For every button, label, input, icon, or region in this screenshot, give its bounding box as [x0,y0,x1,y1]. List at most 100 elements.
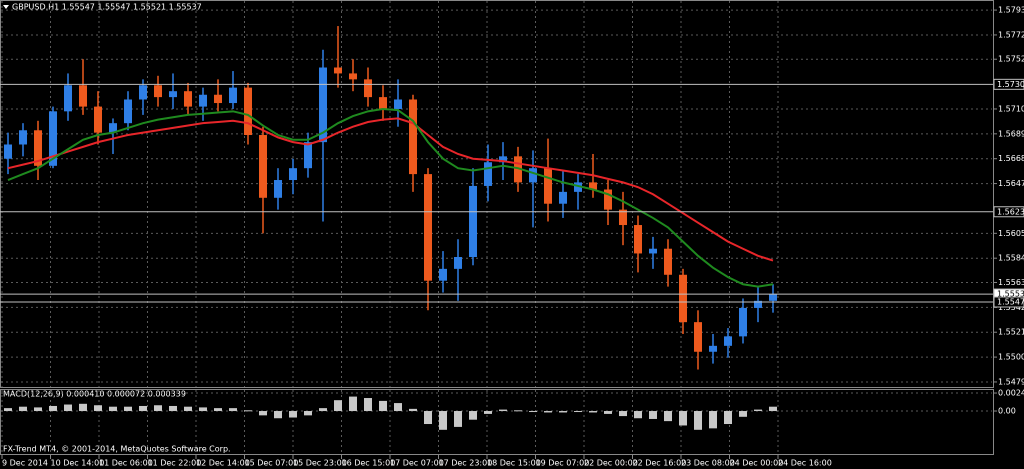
x-tick-label: 24 Dec 16:00 [778,459,832,468]
y-tick-label: 1.57100 [998,104,1024,113]
candle-body [664,248,672,275]
macd-bar [19,406,27,412]
candle-body [214,94,222,104]
price-level-label: 1.56232 [997,207,1024,216]
candle-body [229,87,237,104]
macd-panel-frame [0,389,994,455]
candle-body [274,180,282,198]
candle-body [34,130,42,166]
candle-body [679,274,687,323]
candle-body [454,257,462,269]
candle-body [754,300,762,308]
macd-bar [379,400,387,412]
candle-body [169,91,177,98]
macd-bar [754,409,762,412]
candle-body [559,191,567,204]
macd-label: MACD(12,26,9) 0.000410 0.000072 0.000339 [3,390,186,399]
moving-average [7,107,774,288]
price-level-label: 1.55470 [997,298,1024,307]
macd-bar [64,404,72,412]
y-tick-label: 1.57520 [998,55,1024,64]
candle-body [244,87,252,136]
x-tick-label: 11 Dec 22:00 [148,459,202,468]
footer: FX-Trend MT4, © 2001-2014, MetaQuotes So… [3,445,231,454]
macd-bar [469,411,477,420]
candle-body [304,142,312,169]
macd-bar [499,409,507,412]
y-tick-label: 1.56680 [998,154,1024,163]
menu-arrow [3,5,9,9]
x-tick-label: 17 Dec 23:00 [439,459,493,468]
price-level-box [993,78,1024,90]
macd-bar [739,411,747,417]
candle-body [394,99,402,109]
candle-body [634,225,642,254]
x-tick-label: 15 Dec 07:00 [245,459,299,468]
macd-bar [709,411,717,429]
macd-bar [94,405,102,412]
macd-bar [484,411,492,414]
candle-body [19,130,27,145]
macd-bar [544,411,552,413]
price-level-box [993,296,1024,308]
main-panel-frame [0,0,994,388]
candle-body [94,106,102,133]
candle-body [139,85,147,100]
macd-bar [79,403,87,412]
candle-body [514,156,522,183]
y-tick-label: 1.55840 [998,254,1024,263]
y-tick-label: 1.56890 [998,129,1024,138]
y-tick-label: 1.55215 [998,328,1024,337]
macd-bar [319,408,327,412]
x-tick-label: 19 Dec 07:00 [536,459,590,468]
macd-bar [439,411,447,430]
candle-body [544,168,552,204]
macd-bar [274,411,282,419]
candle-body [694,322,702,352]
candle-body [424,174,432,281]
macd-bar [154,405,162,412]
y-tick-label: 1.54795 [998,377,1024,386]
macd-bar [109,406,117,412]
y-tick-label: 1.55635 [998,278,1024,287]
macd-bar [634,411,642,419]
chart-title: GBPUSD,H1 1.55547 1.55547 1.55521 1.5553… [12,3,202,12]
candle-body [739,307,747,337]
candle-body [619,209,627,226]
candle-body [649,248,657,254]
price-level-label: 1.57308 [997,80,1024,89]
x-tick-label: 22 Dec 16:00 [633,459,687,468]
candle-body [469,185,477,258]
candle-body [364,79,372,98]
macd-bar [289,411,297,418]
candle-body [49,111,57,166]
y-tick-label: 1.57725 [998,30,1024,39]
macd-bar [619,411,627,417]
x-tick-label: 9 Dec 2014 [2,459,48,468]
candle-body [724,336,732,346]
candle-body [289,168,297,181]
candle-body [79,85,87,107]
candle-body [64,85,72,112]
candle-body [379,97,387,109]
macd-bar [244,410,252,412]
macd-bar [184,406,192,412]
y-tick-label: 1.57935 [998,6,1024,15]
x-tick-label: 11 Dec 06:00 [99,459,153,468]
candle-body [319,67,327,143]
macd-bar [259,411,267,416]
macd-bar [214,408,222,412]
macd-bar [169,405,177,412]
y-tick-label: 1.56050 [998,229,1024,238]
x-tick-label: 24 Dec 00:00 [730,459,784,468]
price-level-label: 1.55537 [997,290,1024,299]
candle-body [769,294,777,301]
moving-average [7,117,774,262]
macd-bar [529,411,537,413]
candle-body [589,182,597,190]
macd-bar [514,410,522,412]
macd-bar [139,405,147,412]
macd-bar [34,407,42,412]
candle-body [124,99,132,124]
candle-body [439,268,447,281]
